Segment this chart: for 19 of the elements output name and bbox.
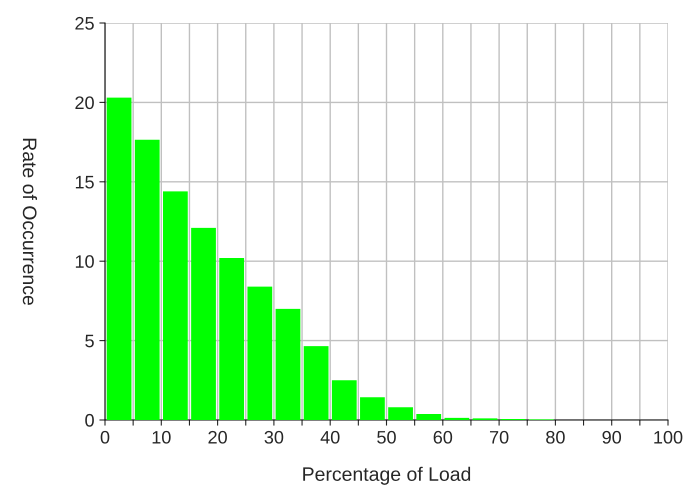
x-tick-label: 100 [654, 430, 682, 444]
x-tick-label: 10 [152, 430, 171, 444]
x-axis-title: Percentage of Load [303, 466, 470, 485]
x-tick-label: 50 [377, 430, 396, 444]
y-tick-label: 0 [85, 414, 94, 427]
x-tick-label: 60 [434, 430, 452, 444]
x-tick-label: 40 [320, 430, 340, 444]
x-tick-label: 80 [546, 430, 565, 444]
y-axis-title: Rate of Occurrence [22, 138, 38, 305]
x-tick-label: 70 [490, 430, 508, 444]
x-tick-label: 90 [602, 430, 622, 444]
y-tick-label: 25 [75, 16, 94, 30]
x-tick-label: 0 [100, 430, 110, 444]
y-tick-label: 10 [76, 255, 94, 268]
x-tick-label: 20 [208, 430, 227, 444]
y-tick-label: 20 [75, 96, 94, 110]
y-tick-label: 15 [76, 176, 94, 189]
y-tick-label: 5 [85, 334, 94, 348]
x-tick-label: 30 [264, 430, 284, 444]
